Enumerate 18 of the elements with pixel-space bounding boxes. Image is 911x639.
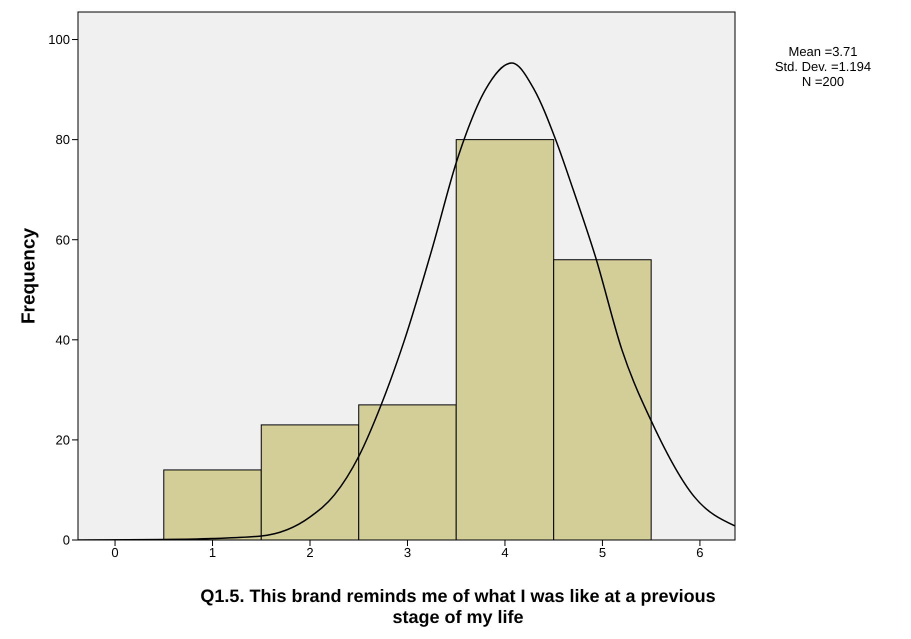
y-tick-label: 60 <box>56 232 70 248</box>
x-tick-label: 6 <box>696 545 704 560</box>
y-tick-label: 80 <box>56 132 70 148</box>
text: Mean =3.71 <box>787 44 859 59</box>
y-tick-label: 100 <box>48 32 70 48</box>
y-axis-title: Frequency <box>18 228 40 324</box>
text: Std. Dev. =1.194 <box>774 59 872 74</box>
x-tick-label: 5 <box>598 545 606 560</box>
x-tick-label: 4 <box>501 545 509 560</box>
x-tick-label: 0 <box>111 545 119 560</box>
text: N =200 <box>800 74 846 89</box>
x-tick-label: 1 <box>208 545 216 560</box>
x-tick-label: 3 <box>404 545 412 560</box>
y-tick-label: 40 <box>56 332 70 348</box>
y-tick-label: 20 <box>56 432 70 448</box>
y-tick-label: 0 <box>62 532 70 548</box>
x-axis-title: Q1.5. This brand reminds me of what I was like at a previous stage of my life <box>199 586 717 628</box>
x-tick-label: 2 <box>306 545 314 560</box>
